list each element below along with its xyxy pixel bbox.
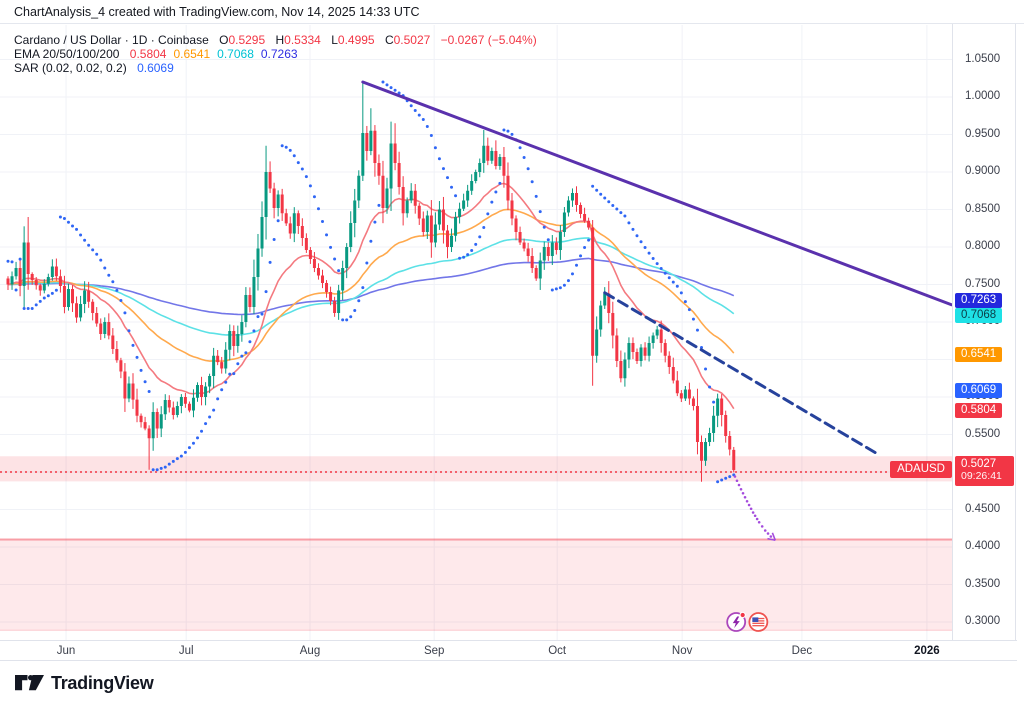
sar-dots-layer — [6, 80, 736, 484]
symbol-price-tag: ADAUSD — [890, 460, 952, 478]
export-caption: ChartAnalysis_4 created with TradingView… — [14, 5, 420, 19]
close-label: C — [384, 33, 394, 47]
sar-indicator-row: SAR (0.02, 0.02, 0.2) 0.6069 — [14, 61, 537, 75]
sar-label: SAR (0.02, 0.02, 0.2) — [14, 61, 127, 75]
ema-20-value: 0.5804 — [129, 47, 167, 61]
time-tick-label: 2026 — [914, 645, 940, 657]
time-tick-label: Jul — [178, 645, 194, 657]
high-label: H — [275, 33, 285, 47]
ema-indicator-row: EMA 20/50/100/200 0.5804 0.6541 0.7068 0.72… — [14, 47, 537, 61]
ema-200-value: 0.7263 — [260, 47, 298, 61]
time-tick-label: Aug — [299, 645, 321, 657]
ema-200-price-badge: 0.7263 — [955, 293, 1003, 309]
open-label: O — [219, 33, 229, 47]
price-tick-label: 0.8000 — [965, 240, 1001, 252]
low-value: 0.4995 — [337, 33, 375, 47]
price-tick-label: 0.7500 — [965, 277, 1001, 290]
tradingview-logo-icon — [15, 675, 44, 691]
support-band[interactable] — [0, 456, 952, 482]
candlestick-series — [6, 82, 736, 482]
ema-20-price-badge: 0.5804 — [955, 402, 1003, 418]
export-caption-bar: ChartAnalysis_4 created with TradingView… — [0, 0, 1024, 24]
time-axis[interactable]: Jun Jul Aug Sep Oct Nov Dec 2026 — [0, 640, 1017, 661]
close-value: 0.5027 — [393, 33, 431, 47]
symbol-row: Cardano / US Dollar · 1D · Coinbase O0.5… — [14, 33, 537, 47]
last-price-value: 0.5027 — [961, 457, 997, 470]
last-price-badge: 0.5027 09:26:41 — [955, 455, 1014, 486]
ema-50-price-badge: 0.6541 — [955, 347, 1003, 363]
price-axis[interactable]: 1.0500 1.0000 0.9500 0.9000 0.8500 0.8000 0.75… — [952, 24, 1016, 640]
price-tick-label: 0.9000 — [965, 165, 1001, 177]
breakdown-projection-arrow[interactable] — [733, 475, 777, 542]
ema-200-line — [7, 257, 735, 316]
price-tick-label: 0.3500 — [965, 577, 1001, 590]
us-economic-event-icon[interactable] — [748, 612, 769, 632]
bar-countdown: 09:26:41 — [961, 470, 1002, 483]
ema-100-line — [7, 237, 735, 336]
ema-label: EMA 20/50/100/200 — [14, 47, 120, 61]
low-label: L — [331, 33, 338, 47]
chart-legend: Cardano / US Dollar · 1D · Coinbase O0.5… — [14, 33, 537, 75]
ema-50-value: 0.6541 — [173, 47, 211, 61]
high-value: 0.5334 — [284, 33, 321, 47]
time-tick-label: Oct — [548, 645, 567, 657]
time-tick-label: Jun — [56, 645, 76, 657]
change-value: −0.0267 (−5.04%) — [440, 33, 537, 47]
symbol-title: Cardano / US Dollar · 1D · Coinbase — [14, 33, 209, 47]
secondary-downtrend-line[interactable] — [603, 291, 881, 457]
ema-100-price-badge: 0.7068 — [955, 307, 1003, 323]
sar-price-badge: 0.6069 — [955, 382, 1003, 398]
price-tick-label: 0.8500 — [965, 202, 1001, 215]
price-tick-label: 0.4500 — [965, 502, 1001, 515]
ema-100-value: 0.7068 — [217, 47, 254, 61]
primary-downtrend-line[interactable] — [361, 80, 953, 307]
time-tick-label: Dec — [791, 645, 813, 657]
lower-support-zone[interactable] — [0, 538, 952, 631]
price-tick-label: 0.9500 — [965, 127, 1001, 140]
crypto-event-icon[interactable] — [726, 611, 747, 632]
price-tick-label: 0.5500 — [965, 427, 1001, 440]
tradingview-wordmark: TradingView — [51, 672, 154, 693]
open-value: 0.5295 — [228, 33, 266, 47]
ema-50-line — [7, 208, 735, 363]
price-tick-label: 1.0000 — [965, 90, 1001, 102]
time-tick-label: Nov — [671, 645, 693, 657]
price-tick-label: 1.0500 — [965, 52, 1001, 65]
grid-lines — [0, 25, 952, 640]
tradingview-branding[interactable]: TradingView — [14, 668, 154, 698]
sar-value: 0.6069 — [137, 61, 174, 75]
time-tick-label: Sep — [423, 645, 445, 657]
price-tick-label: 0.3000 — [965, 615, 1001, 627]
price-tick-label: 0.4000 — [965, 540, 1001, 552]
